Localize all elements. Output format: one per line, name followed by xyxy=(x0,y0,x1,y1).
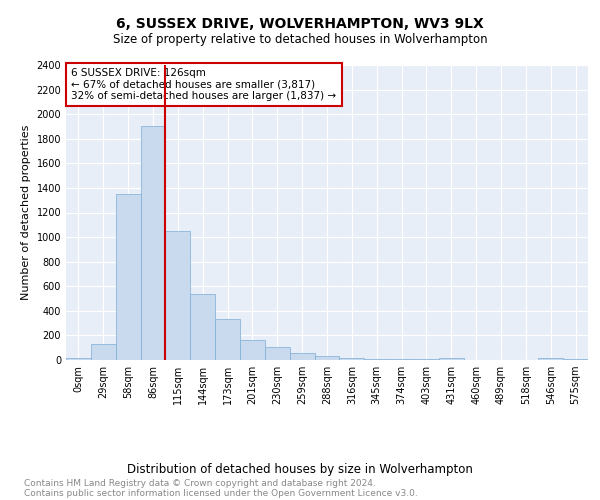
Text: Distribution of detached houses by size in Wolverhampton: Distribution of detached houses by size … xyxy=(127,462,473,475)
Bar xyxy=(265,347,290,360)
Bar xyxy=(190,294,215,360)
Text: Contains public sector information licensed under the Open Government Licence v3: Contains public sector information licen… xyxy=(24,489,418,498)
Bar xyxy=(240,340,265,360)
Text: Contains HM Land Registry data © Crown copyright and database right 2024.: Contains HM Land Registry data © Crown c… xyxy=(24,479,376,488)
Text: 6, SUSSEX DRIVE, WOLVERHAMPTON, WV3 9LX: 6, SUSSEX DRIVE, WOLVERHAMPTON, WV3 9LX xyxy=(116,18,484,32)
Text: Size of property relative to detached houses in Wolverhampton: Size of property relative to detached ho… xyxy=(113,32,487,46)
Y-axis label: Number of detached properties: Number of detached properties xyxy=(21,125,31,300)
Bar xyxy=(215,320,240,360)
Bar xyxy=(91,344,116,360)
Bar xyxy=(116,194,140,360)
Bar xyxy=(66,358,91,360)
Bar xyxy=(290,353,314,360)
Bar xyxy=(314,356,340,360)
Bar xyxy=(166,231,190,360)
Text: 6 SUSSEX DRIVE: 126sqm
← 67% of detached houses are smaller (3,817)
32% of semi-: 6 SUSSEX DRIVE: 126sqm ← 67% of detached… xyxy=(71,68,337,101)
Bar xyxy=(364,359,389,360)
Bar xyxy=(340,358,364,360)
Bar xyxy=(439,358,464,360)
Bar xyxy=(140,126,166,360)
Bar xyxy=(538,358,563,360)
Bar xyxy=(389,359,414,360)
